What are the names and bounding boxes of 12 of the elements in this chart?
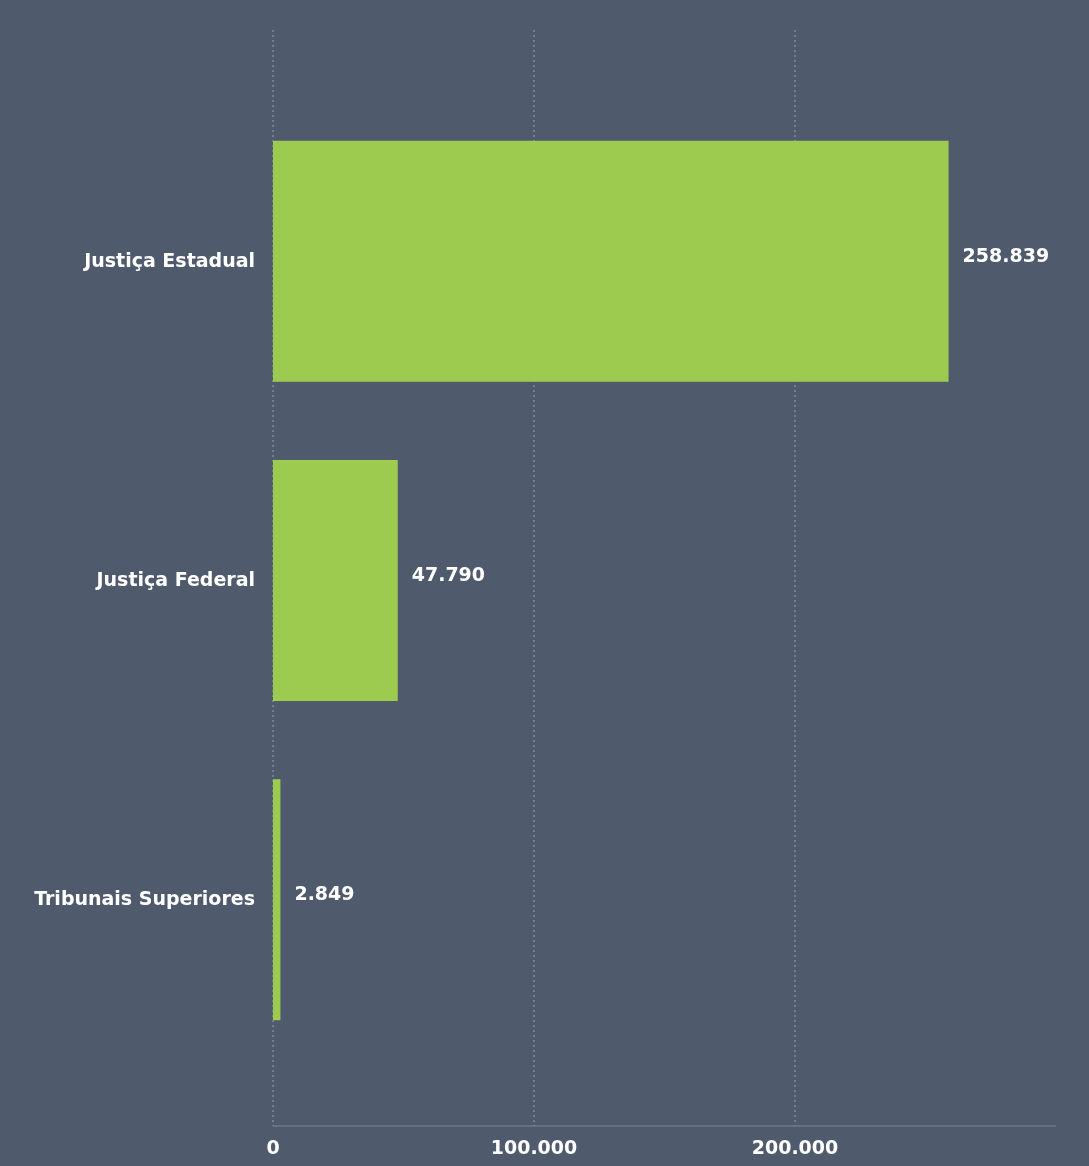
y-tick-label: Justiça Federal	[94, 568, 255, 590]
bar	[273, 779, 281, 1021]
bar	[273, 459, 398, 702]
data-label: 258.839	[962, 243, 1050, 266]
x-tick-label: 0	[266, 1136, 280, 1158]
y-tick-label: Justiça Estadual	[82, 248, 255, 271]
x-tick-label: 100.000	[490, 1136, 578, 1158]
data-label: 47.790	[411, 563, 486, 585]
x-tick-label: 200.000	[751, 1136, 839, 1158]
y-tick-label: Tribunais Superiores	[34, 887, 255, 910]
bar	[273, 140, 949, 382]
data-label: 2.849	[294, 882, 355, 905]
